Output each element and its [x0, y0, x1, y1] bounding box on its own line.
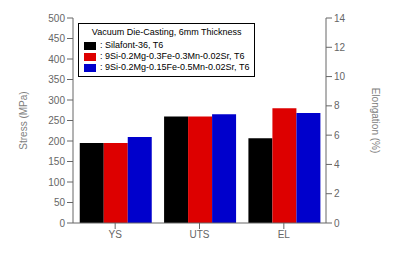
html-text:: 9Si-0.2Mg-0.3Fe-0.3Mn-0.02Sr: : 9Si-0.2Mg-0.3Fe-0.3Mn-0.02Sr, T6: [100, 51, 245, 61]
svg-text:0: 0: [334, 218, 340, 229]
svg-text:YS: YS: [108, 229, 122, 240]
svg-text:14: 14: [334, 13, 346, 24]
svg-text:8: 8: [334, 100, 340, 111]
svg-text:2: 2: [334, 188, 340, 199]
svg-text:350: 350: [48, 74, 65, 85]
svg-text:150: 150: [48, 156, 65, 167]
svg-text:12: 12: [334, 42, 346, 53]
svg-text:50: 50: [54, 197, 66, 208]
svg-text:4: 4: [334, 159, 340, 170]
svg-text:6: 6: [334, 130, 340, 141]
html-text:: 9Si-0.2Mg-0.15Fe-0.5Mn-0.02S: : 9Si-0.2Mg-0.15Fe-0.5Mn-0.02Sr, T6: [100, 62, 250, 72]
html-text:Vacuum Die-Casting, 6mm Thickn: Vacuum Die-Casting, 6mm Thickness: [91, 27, 242, 37]
svg-text:10: 10: [334, 71, 346, 82]
svg-text:100: 100: [48, 177, 65, 188]
svg-text:450: 450: [48, 33, 65, 44]
svg-text:500: 500: [48, 13, 65, 24]
svg-text:300: 300: [48, 95, 65, 106]
svg-text:0: 0: [59, 218, 65, 229]
svg-text:200: 200: [48, 136, 65, 147]
svg-text:UTS: UTS: [190, 229, 210, 240]
html-text:: Silafont-36, T6: : Silafont-36, T6: [100, 40, 164, 50]
svg-text:250: 250: [48, 115, 65, 126]
svg-text:Elongation (%): Elongation (%): [370, 88, 381, 154]
svg-text:EL: EL: [278, 229, 291, 240]
svg-text:Stress (MPa): Stress (MPa): [18, 91, 29, 149]
svg-text:400: 400: [48, 54, 65, 65]
